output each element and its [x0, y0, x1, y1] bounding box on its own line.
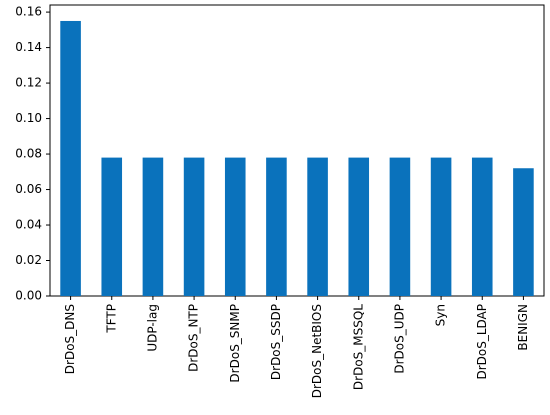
y-tick-label: 0.06 — [15, 182, 42, 196]
y-tick-label: 0.16 — [15, 5, 42, 19]
y-tick-label: 0.12 — [15, 76, 42, 90]
bar — [430, 157, 452, 296]
x-tick-label: DrDoS_NetBIOS — [310, 304, 324, 398]
x-tick-label: DrDoS_DNS — [63, 304, 77, 374]
bar — [513, 168, 534, 296]
x-tick-label: Syn — [434, 304, 448, 326]
y-tick-label: 0.00 — [15, 289, 42, 303]
y-tick-label: 0.08 — [15, 147, 42, 161]
x-tick-label: DrDoS_UDP — [392, 304, 406, 374]
bar — [348, 157, 370, 296]
bar — [183, 157, 205, 296]
bar — [307, 157, 328, 296]
y-tick-label: 0.14 — [15, 40, 42, 54]
y-tick-label: 0.04 — [15, 218, 42, 232]
bar — [266, 157, 287, 296]
x-tick-label: DrDoS_LDAP — [475, 304, 489, 380]
x-tick-label: UDP-lag — [145, 304, 159, 352]
bar — [60, 20, 81, 296]
x-tick-label: TFTP — [104, 304, 118, 334]
x-tick-label: DrDoS_NTP — [187, 304, 201, 372]
y-tick-label: 0.10 — [15, 111, 42, 125]
bar — [224, 157, 246, 296]
x-tick-label: BENIGN — [516, 304, 530, 351]
x-tick-label: DrDoS_SNMP — [228, 304, 242, 383]
bar — [142, 157, 164, 296]
bar — [389, 157, 411, 296]
x-tick-label: DrDoS_MSSQL — [351, 304, 365, 390]
x-tick-label: DrDoS_SSDP — [269, 304, 283, 380]
y-tick-label: 0.02 — [15, 253, 42, 267]
plot-frame — [49, 4, 545, 297]
bar — [471, 157, 493, 296]
bar — [101, 157, 123, 296]
